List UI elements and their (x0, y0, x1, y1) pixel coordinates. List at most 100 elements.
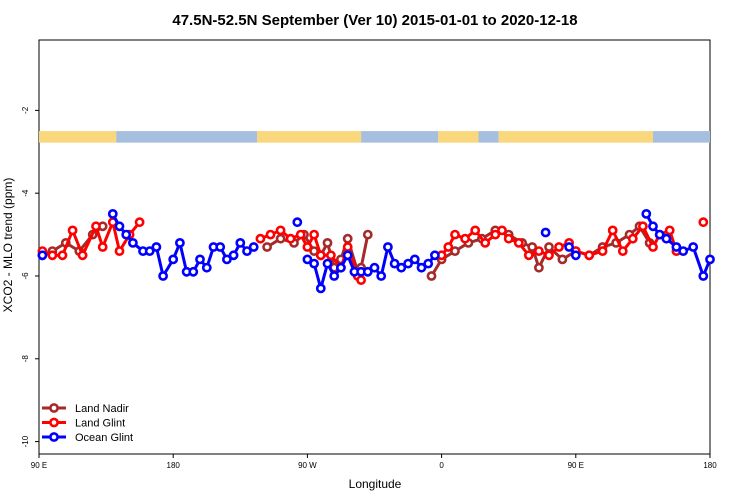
data-point-land-glint (309, 229, 319, 240)
data-point-ocean-glint (322, 258, 333, 269)
data-point-land-glint (77, 250, 88, 261)
data-point-ocean-glint (174, 237, 185, 248)
data-point-land-glint (554, 242, 564, 252)
data-point-ocean-glint (235, 237, 246, 248)
data-point-land-glint (513, 237, 524, 248)
data-point-land-nadir (322, 237, 333, 248)
data-point-land-glint (97, 242, 108, 252)
data-point-land-glint (664, 225, 675, 236)
y-tick-label: -8 (21, 355, 30, 363)
data-point-ocean-glint (678, 246, 689, 256)
y-tick-label: -10 (21, 435, 30, 447)
data-point-ocean-glint (158, 271, 168, 281)
data-point-land-glint (91, 221, 101, 232)
data-point-land-glint (534, 246, 544, 256)
data-point-land-glint (295, 229, 306, 240)
data-point-land-glint (114, 246, 125, 256)
data-point-ocean-glint (382, 242, 393, 252)
data-point-land-glint (255, 233, 266, 244)
band-segment-ocean (361, 131, 439, 143)
y-ticks: -2 -4 -6 -8 -10 (21, 106, 39, 447)
data-point-ocean-glint (37, 250, 48, 261)
y-tick-label: -6 (21, 272, 30, 280)
data-point-ocean-glint (705, 254, 715, 265)
data-point-ocean-glint (215, 242, 226, 252)
data-point-land-glint (497, 225, 507, 236)
data-point-land-glint (47, 250, 58, 261)
data-point-ocean-glint (121, 229, 132, 240)
data-point-land-glint (315, 250, 326, 261)
x-tick-label: 90 E (568, 461, 584, 470)
data-point-land-glint (285, 233, 296, 244)
data-point-land-glint (356, 275, 366, 285)
data-point-land-nadir (557, 254, 568, 265)
band-segment-land (39, 131, 117, 143)
data-point-ocean-glint (654, 229, 665, 240)
data-point-ocean-glint (389, 258, 400, 269)
data-point-land-glint (597, 246, 608, 256)
data-point-ocean-glint (127, 237, 138, 248)
data-point-ocean-glint (564, 242, 574, 252)
data-point-land-glint (648, 242, 658, 252)
data-point-land-glint (67, 225, 78, 236)
data-point-land-glint (275, 225, 286, 236)
data-point-ocean-glint (248, 242, 259, 252)
data-point-ocean-glint (107, 208, 118, 219)
data-point-ocean-glint (309, 258, 319, 269)
data-point-ocean-glint (661, 233, 672, 244)
data-point-ocean-glint (429, 250, 440, 261)
x-tick-label: 0 (439, 461, 444, 470)
data-point-ocean-glint (201, 262, 212, 273)
data-point-land-nadir (275, 233, 286, 244)
data-point-ocean-glint (416, 262, 427, 273)
band-segment-ocean (116, 131, 258, 143)
x-tick-label: 90 E (31, 461, 47, 470)
legend-marker-ocean-glint (49, 432, 59, 442)
data-point-land-glint (57, 250, 68, 261)
data-point-ocean-glint (396, 262, 407, 273)
data-point-ocean-glint (342, 250, 353, 261)
data-point-land-nadir (362, 229, 373, 240)
data-point-ocean-glint (114, 221, 125, 232)
data-point-land-glint (698, 217, 709, 228)
band-segment-ocean (652, 131, 710, 143)
x-ticks: 90 E 180 90 W 0 90 E 180 (31, 454, 717, 470)
data-point-land-nadir (544, 242, 554, 252)
data-point-land-nadir (450, 246, 460, 256)
data-point-land-nadir (527, 242, 538, 252)
data-point-ocean-glint (242, 246, 252, 256)
data-point-ocean-glint (376, 271, 387, 281)
data-point-land-nadir (342, 233, 353, 244)
band-segment-land (257, 131, 362, 143)
data-point-land-glint (470, 225, 481, 236)
data-point-ocean-glint (228, 250, 239, 261)
data-point-ocean-glint (641, 208, 652, 219)
data-point-land-glint (443, 242, 454, 252)
data-point-ocean-glint (648, 221, 658, 232)
band-segment-land (438, 131, 479, 143)
legend-label-land-glint: Land Glint (75, 418, 125, 430)
legend: Land Nadir Land Glint Ocean Glint (42, 403, 133, 444)
legend-marker-land-glint (49, 417, 59, 428)
x-tick-label: 90 W (298, 461, 317, 470)
chart-title: 47.5N-52.5N September (Ver 10) 2015-01-0… (172, 12, 577, 29)
data-point-land-glint (265, 229, 276, 240)
plot-frame (38, 39, 711, 455)
data-point-ocean-glint (329, 271, 340, 281)
data-point-ocean-glint (144, 246, 155, 256)
data-point-ocean-glint (302, 254, 313, 265)
data-point-land-glint (480, 237, 491, 248)
data-point-ocean-glint (195, 254, 205, 265)
y-tick-label: -2 (21, 106, 30, 114)
data-point-land-glint (490, 229, 501, 240)
legend-marker-land-nadir (49, 403, 59, 413)
data-point-land-glint (584, 250, 595, 261)
x-tick-label: 180 (167, 461, 181, 470)
data-point-ocean-glint (362, 266, 373, 277)
y-axis-label: XCO2 - MLO trend (ppm) (1, 178, 15, 313)
land-ocean-band (39, 131, 710, 143)
data-point-land-glint (460, 233, 470, 244)
data-point-land-glint (134, 217, 145, 228)
data-point-land-glint (450, 229, 460, 240)
